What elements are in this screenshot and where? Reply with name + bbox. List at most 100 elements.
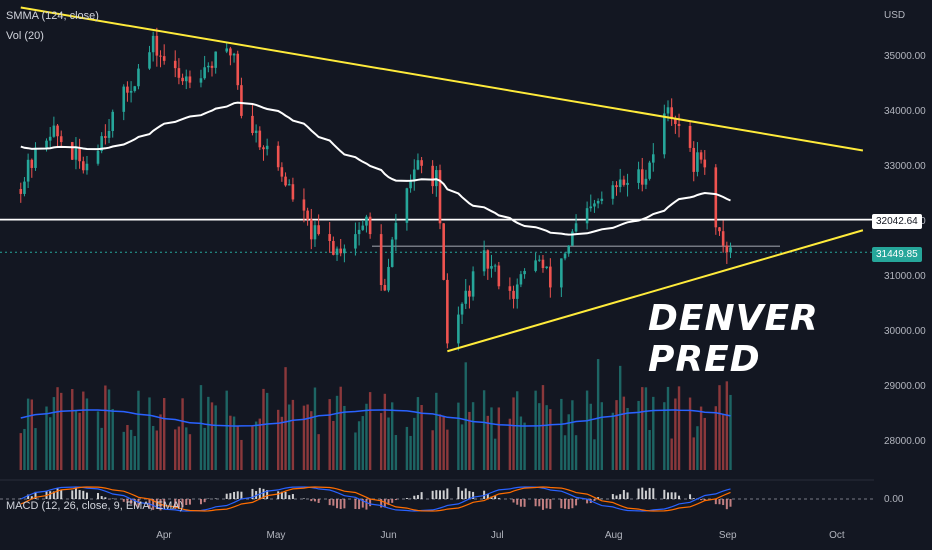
- macd-histogram-bar: [619, 494, 622, 499]
- volume-bar: [291, 399, 295, 470]
- volume-bar: [545, 405, 548, 470]
- volume-bar: [560, 398, 563, 470]
- volume-bar: [692, 437, 695, 470]
- volume-indicator-label[interactable]: Vol (20): [6, 30, 44, 42]
- macd-histogram-bar: [214, 498, 217, 499]
- candle-body: [519, 274, 523, 285]
- macd-histogram-bar: [229, 493, 232, 499]
- volume-bar: [420, 404, 423, 470]
- smma-indicator-label[interactable]: SMMA (124, close): [6, 10, 99, 22]
- smma-line: [20, 101, 731, 236]
- volume-ma-line: [20, 409, 731, 427]
- macd-histogram-bar: [641, 487, 644, 499]
- macd-histogram-bar: [100, 496, 103, 499]
- candle-body: [357, 229, 361, 235]
- volume-bar: [225, 390, 228, 470]
- price-tick-label: 29000.00: [884, 381, 926, 392]
- volume-bar: [111, 408, 114, 470]
- candle-body: [600, 198, 604, 201]
- volume-bar: [254, 421, 258, 470]
- volume-bar: [563, 435, 567, 470]
- volume-bar: [574, 435, 578, 470]
- candle-body: [549, 266, 552, 288]
- macd-histogram-bar: [60, 489, 63, 499]
- candle-body: [648, 162, 651, 179]
- macd-histogram-bar: [534, 499, 537, 507]
- candle-body: [714, 167, 718, 228]
- macd-histogram-bar: [188, 499, 191, 505]
- macd-histogram-bar: [689, 494, 692, 499]
- volume-bar: [188, 434, 192, 470]
- volume-bar: [567, 414, 570, 470]
- candle-body: [523, 270, 526, 275]
- candle-body: [26, 159, 30, 182]
- candle-body: [405, 188, 409, 223]
- macd-histogram-bar: [564, 499, 567, 509]
- volume-bar: [354, 432, 357, 470]
- macd-histogram-bar: [380, 499, 383, 508]
- macd-histogram-bar: [203, 499, 206, 503]
- volume-bar: [523, 422, 526, 470]
- macd-histogram-bar: [236, 491, 239, 499]
- macd-signal-line: [20, 486, 731, 512]
- macd-histogram-bar: [472, 491, 475, 499]
- macd-indicator-label[interactable]: MACD (12, 26, close, 9, EMA, EMA): [6, 500, 184, 512]
- macd-histogram-bar: [339, 499, 342, 510]
- macd-histogram-bar: [413, 495, 416, 499]
- volume-bar: [82, 391, 85, 470]
- candle-body: [534, 260, 537, 271]
- candle-body: [438, 170, 442, 224]
- volume-bar: [696, 426, 699, 470]
- candle-body: [460, 303, 464, 315]
- candle-body: [394, 222, 398, 240]
- macd-histogram-bar: [30, 496, 33, 499]
- macd-histogram-bar: [328, 499, 331, 506]
- candle-body: [721, 231, 725, 246]
- volume-bar: [155, 430, 159, 470]
- volume-bar: [30, 399, 34, 470]
- volume-bar: [490, 407, 493, 470]
- candle-body: [545, 266, 548, 269]
- volume-bar: [45, 406, 48, 470]
- volume-bar: [199, 385, 203, 470]
- candle-body: [596, 200, 600, 204]
- macd-histogram-bar: [387, 499, 390, 505]
- currency-label: USD: [884, 10, 906, 21]
- volume-bar: [203, 427, 206, 470]
- volume-bar: [703, 417, 706, 470]
- volume-bar: [464, 362, 467, 470]
- macd-histogram-bar: [674, 492, 677, 499]
- macd-histogram-bar: [549, 499, 552, 509]
- macd-histogram-bar: [126, 499, 129, 503]
- macd-line: [20, 486, 731, 512]
- macd-histogram-bar: [718, 499, 721, 505]
- volume-bar: [181, 398, 184, 470]
- candle-body: [674, 117, 677, 124]
- volume-bar: [519, 416, 523, 470]
- candle-body: [173, 60, 177, 69]
- volume-bar: [718, 385, 721, 470]
- volume-bar: [335, 395, 339, 470]
- candle-body: [85, 163, 89, 171]
- volume-bar: [122, 431, 125, 470]
- volume-bar: [85, 398, 89, 470]
- volume-bar: [600, 402, 604, 470]
- candle-body: [335, 248, 339, 255]
- volume-bar: [302, 405, 306, 470]
- volume-bar: [365, 403, 368, 470]
- volume-bar: [666, 386, 670, 470]
- macd-histogram-bar: [343, 499, 346, 509]
- volume-bar: [126, 425, 129, 470]
- macd-histogram-bar: [464, 488, 467, 499]
- volume-bar: [276, 409, 280, 470]
- volume-bar: [442, 416, 445, 470]
- volume-bar: [677, 386, 681, 470]
- time-tick-label: Aug: [604, 530, 623, 541]
- volume-bar: [332, 420, 335, 470]
- candle-body: [692, 147, 696, 172]
- volume-bar: [413, 417, 416, 470]
- candle-body: [688, 125, 692, 148]
- volume-bar: [641, 387, 644, 470]
